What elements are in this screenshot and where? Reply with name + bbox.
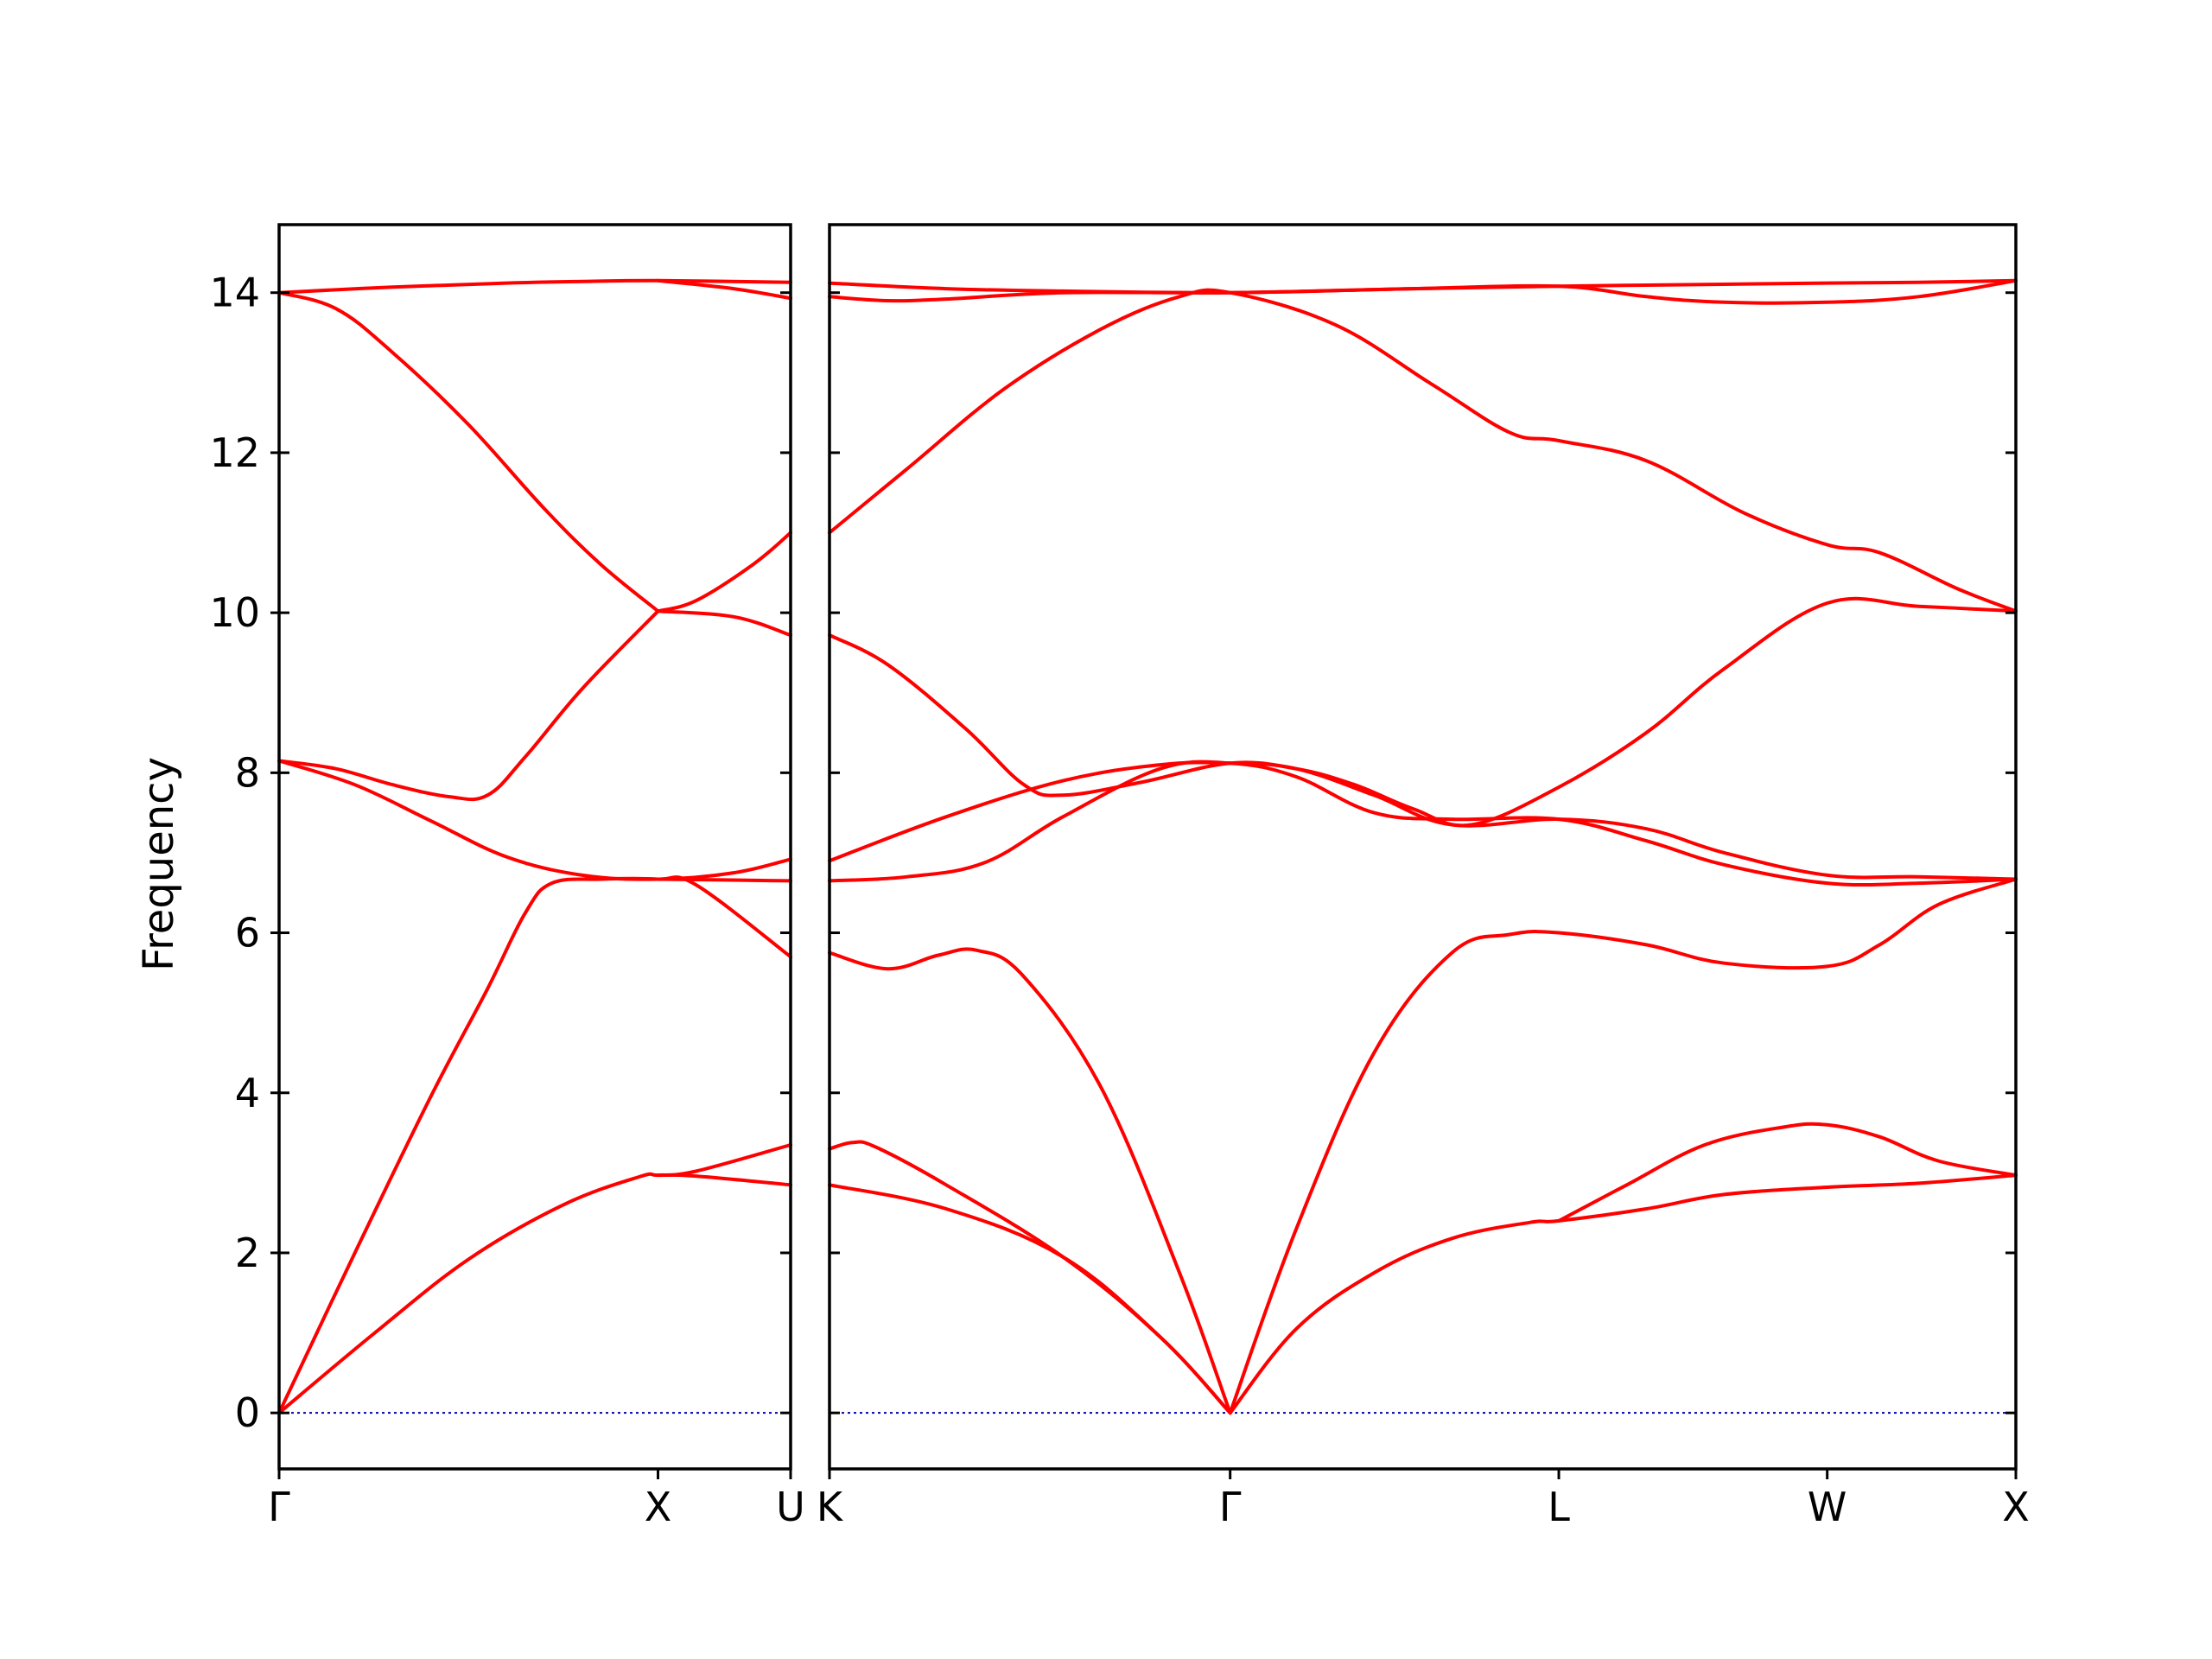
x-tick-label: W	[1808, 1484, 1847, 1530]
x-tick-label: Γ	[1219, 1484, 1242, 1530]
y-tick-label: 0	[235, 1389, 260, 1436]
band-line-right-2	[828, 1140, 1232, 1415]
x-tick-label: X	[645, 1484, 672, 1530]
left-panel-frame	[277, 223, 792, 1471]
band-line-right-3	[828, 947, 1232, 1415]
x-tick-label: U	[776, 1484, 805, 1530]
band-line-right-8	[828, 760, 2018, 881]
band-line-right-10	[828, 288, 2018, 613]
y-tick-label: 6	[235, 910, 260, 957]
band-line-left-11	[656, 278, 792, 301]
right-panel-frame	[828, 223, 2018, 1471]
band-line-left-5	[277, 759, 792, 881]
band-line-left-1	[277, 1172, 792, 1415]
x-tick-label: X	[2002, 1484, 2030, 1530]
y-axis-label: Frequency	[135, 757, 183, 971]
x-tick-label: K	[817, 1484, 844, 1530]
band-line-left-10	[277, 278, 792, 295]
y-tick-label: 8	[235, 749, 260, 796]
band-line-left-2	[656, 1143, 792, 1178]
band-line-right-5	[1557, 1122, 2018, 1223]
x-tick-label: Γ	[268, 1484, 290, 1530]
band-line-left-9	[656, 609, 792, 638]
y-tick-label: 4	[235, 1070, 260, 1116]
y-tick-label: 2	[235, 1230, 260, 1276]
band-line-right-7	[828, 760, 2018, 887]
y-tick-label: 12	[209, 429, 260, 476]
band-line-left-7	[277, 290, 660, 613]
left-panel: 0 2 4 6 8 10 12 14 Γ X U	[209, 223, 805, 1530]
band-line-left-6	[277, 609, 660, 802]
y-tick-label: 10	[209, 589, 260, 636]
band-line-right-12	[828, 278, 2018, 305]
y-tick-label: 14	[209, 270, 260, 316]
band-line-left-8	[656, 531, 792, 613]
x-tick-label: L	[1548, 1484, 1570, 1530]
band-line-right-6	[1228, 877, 2018, 1415]
band-line-right-9	[828, 596, 2018, 828]
